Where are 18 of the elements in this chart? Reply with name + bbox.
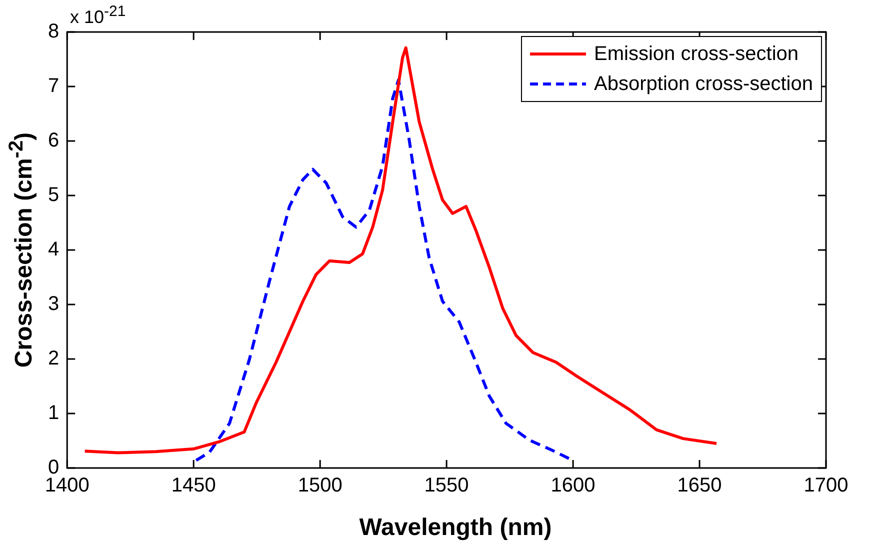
legend-label: Emission cross-section (594, 42, 799, 67)
y-tick-label: 4 (48, 238, 60, 261)
text: x 10$^{-21}$ (70, 2, 126, 29)
x-tick-label: 1650 (677, 474, 722, 497)
x-tick-label: 1600 (550, 474, 596, 497)
y-tick-label: 2 (48, 348, 60, 370)
y-tick-label: 1 (48, 402, 60, 424)
x-axis-title: Wavelength (nm) (358, 514, 553, 542)
legend-label: Absorption cross-section (594, 72, 813, 97)
x-tick-label: 1700 (804, 474, 848, 497)
x-tick-label: 1500 (298, 474, 342, 497)
x-tick-label: 1550 (424, 474, 469, 497)
y-tick-label: 6 (48, 130, 60, 152)
y-tick-label: 5 (48, 184, 60, 206)
y-tick-label: 7 (48, 75, 60, 98)
y-tick-label: 3 (48, 293, 60, 316)
x-tick-label: 1450 (171, 474, 216, 497)
y-tick-label: 8 (48, 20, 60, 43)
